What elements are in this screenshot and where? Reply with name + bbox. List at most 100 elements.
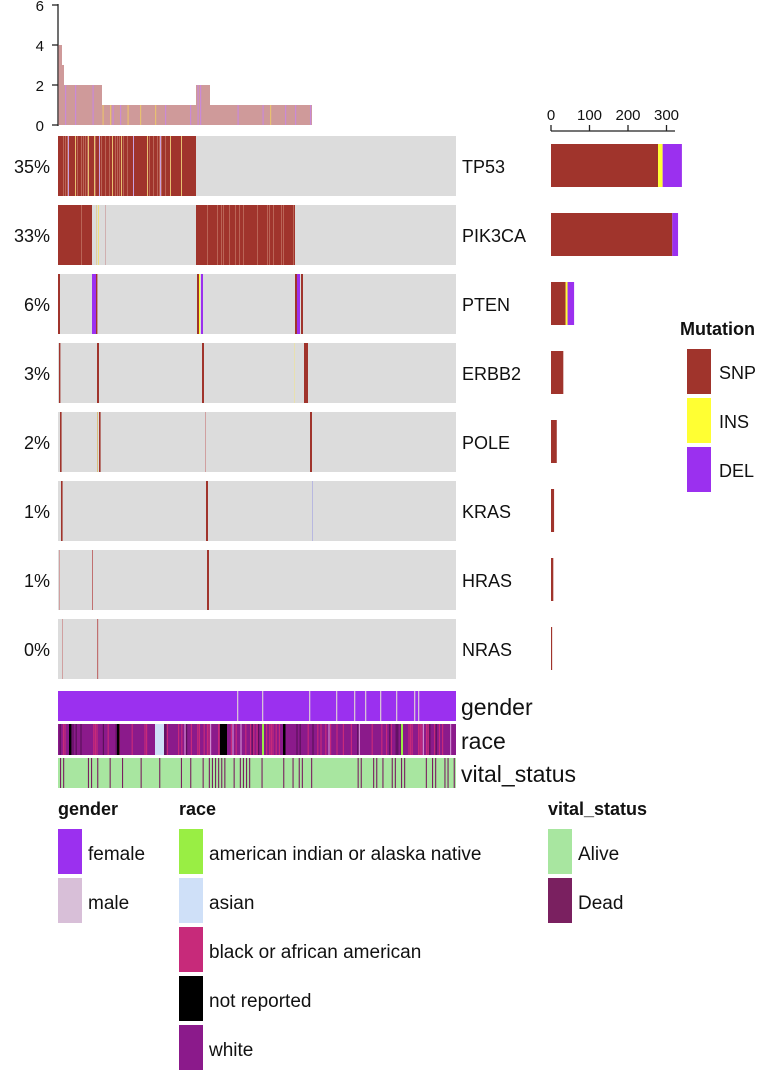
top-bar-streak bbox=[270, 105, 272, 125]
vital-dead-mark bbox=[87, 758, 89, 788]
mutation-mark bbox=[97, 619, 99, 679]
race-mark bbox=[357, 724, 359, 755]
race-mark bbox=[381, 724, 383, 755]
track-label-gender: gender bbox=[461, 694, 533, 720]
race-mark bbox=[210, 724, 212, 755]
mutation-mark bbox=[94, 136, 95, 196]
race-mark bbox=[426, 724, 428, 755]
mutation-mark bbox=[75, 136, 76, 196]
track-label-vital-status: vital_status bbox=[461, 761, 576, 787]
gene-percent: 3% bbox=[24, 364, 50, 384]
race-mark bbox=[269, 724, 271, 755]
legend-title-gender: gender bbox=[58, 799, 118, 819]
race-mark bbox=[258, 724, 260, 755]
mutation-mark bbox=[170, 136, 171, 196]
race-mark bbox=[266, 724, 268, 755]
mutation-streak bbox=[81, 205, 82, 265]
vital-dead-mark bbox=[239, 758, 241, 788]
race-mark bbox=[251, 724, 253, 755]
mutation-mark bbox=[304, 343, 308, 403]
mutation-mark bbox=[59, 550, 60, 610]
race-mark bbox=[421, 724, 423, 755]
legend-item-label: black or african american bbox=[209, 942, 421, 963]
top-bar-streak bbox=[75, 85, 77, 125]
count-bar-snp bbox=[551, 420, 557, 463]
vital-dead-mark bbox=[453, 758, 455, 788]
legend-title-vital-status: vital_status bbox=[548, 799, 647, 819]
legend-swatch bbox=[58, 878, 82, 923]
top-bar-streak bbox=[65, 85, 67, 125]
race-mark bbox=[299, 724, 301, 755]
race-mark bbox=[342, 724, 344, 755]
race-mark bbox=[235, 724, 237, 755]
top-axis-tick-label: 2 bbox=[36, 78, 44, 95]
vital-dead-mark bbox=[97, 758, 99, 788]
legend-title-race: race bbox=[179, 799, 216, 819]
race-mark bbox=[64, 724, 66, 755]
mutation-mark bbox=[112, 136, 113, 196]
mutation-streak bbox=[157, 136, 158, 196]
mutation-mark bbox=[147, 136, 148, 196]
mutation-streak bbox=[257, 205, 258, 265]
gene-label: POLE bbox=[462, 433, 510, 453]
mutation-streak bbox=[243, 205, 244, 265]
top-bar bbox=[196, 85, 210, 125]
mutation-streak bbox=[229, 205, 230, 265]
mutation-mark bbox=[294, 343, 295, 403]
mutation-streak bbox=[65, 136, 66, 196]
race-mark bbox=[408, 724, 410, 755]
mutation-streak bbox=[77, 136, 78, 196]
mutation-mark bbox=[59, 343, 61, 403]
legend-swatch bbox=[179, 927, 203, 972]
gender-male-mark bbox=[336, 691, 338, 721]
legend-label: INS bbox=[719, 412, 749, 432]
vital-dead-mark bbox=[159, 758, 161, 788]
mutation-streak bbox=[87, 136, 88, 196]
vital-dead-mark bbox=[211, 758, 213, 788]
mutation-streak bbox=[159, 136, 160, 196]
mutation-mark bbox=[88, 136, 89, 196]
vital-dead-mark bbox=[91, 758, 93, 788]
mutation-streak bbox=[117, 136, 118, 196]
vital-dead-mark bbox=[444, 758, 446, 788]
mutation-mark bbox=[160, 136, 161, 196]
gender-male-mark bbox=[309, 691, 311, 721]
vital-dead-mark bbox=[301, 758, 303, 788]
race-mark bbox=[190, 724, 192, 755]
mutation-streak bbox=[221, 205, 222, 265]
vital-dead-mark bbox=[283, 758, 285, 788]
race-mark bbox=[250, 724, 252, 755]
count-bar-snp bbox=[551, 558, 554, 601]
race-mark bbox=[350, 724, 352, 755]
race-mark bbox=[178, 724, 180, 755]
mutation-streak bbox=[123, 136, 124, 196]
gene-percent: 1% bbox=[24, 502, 50, 522]
race-mark bbox=[144, 724, 146, 755]
top-bar-streak bbox=[262, 105, 264, 125]
vital-dead-mark bbox=[298, 758, 300, 788]
top-bar-streak bbox=[112, 105, 114, 125]
legend-swatch bbox=[548, 878, 572, 923]
top-bar bbox=[64, 85, 102, 125]
mutation-streak bbox=[273, 205, 274, 265]
mutation-streak bbox=[153, 136, 154, 196]
race-mark bbox=[131, 724, 133, 755]
race-mark bbox=[163, 724, 165, 755]
mutation-streak bbox=[269, 205, 270, 265]
race-mark bbox=[62, 724, 64, 755]
legend-swatch bbox=[179, 878, 203, 923]
vital-dead-mark bbox=[63, 758, 65, 788]
legend-item-label: not reported bbox=[209, 991, 311, 1012]
top-bar-streak bbox=[200, 85, 202, 125]
mutation-mark bbox=[205, 412, 206, 472]
vital-dead-mark bbox=[249, 758, 251, 788]
race-mark bbox=[389, 724, 391, 755]
vital-dead-mark bbox=[401, 758, 403, 788]
race-mark bbox=[429, 724, 431, 755]
legend-swatch-del bbox=[687, 447, 711, 492]
race-mark bbox=[115, 724, 117, 755]
mutation-mark bbox=[207, 550, 209, 610]
legend-item-label: female bbox=[88, 844, 145, 865]
mutation-streak bbox=[101, 136, 102, 196]
